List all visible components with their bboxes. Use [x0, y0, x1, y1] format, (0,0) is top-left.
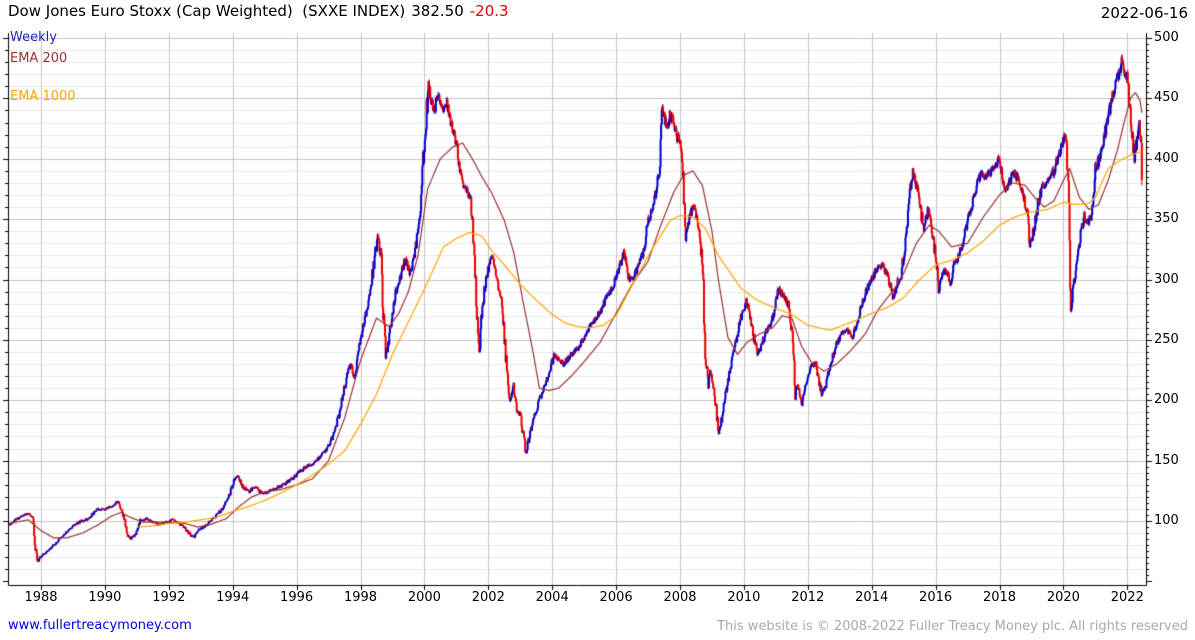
x-axis-label: 2018 — [982, 590, 1017, 605]
x-axis-label: 2004 — [535, 590, 569, 605]
legend-item-ema1000: EMA 1000 — [10, 89, 76, 104]
x-axis-label: 1988 — [24, 590, 58, 605]
x-axis-label: 2014 — [855, 590, 889, 605]
copyright-text: This website is © 2008-2022 Fuller Treac… — [717, 619, 1188, 634]
x-axis-label: 1990 — [88, 590, 122, 605]
y-axis-label: 300 — [1154, 271, 1179, 287]
x-axis-label: 2010 — [727, 590, 761, 605]
x-axis-label: 2020 — [1046, 590, 1080, 605]
y-axis-label: 250 — [1154, 331, 1179, 347]
x-axis-label: 1998 — [343, 590, 378, 605]
x-axis-label: 1992 — [152, 590, 186, 605]
x-axis-label: 2000 — [407, 590, 441, 605]
y-axis-label: 150 — [1154, 452, 1179, 468]
x-axis-label: 1994 — [216, 590, 250, 605]
x-axis-label: 2006 — [599, 590, 633, 605]
x-axis-label: 2008 — [663, 590, 697, 605]
legend-item-ema200: EMA 200 — [10, 51, 68, 66]
y-axis-label: 100 — [1154, 513, 1179, 528]
x-axis-label: 2002 — [471, 590, 505, 605]
y-axis-label: 450 — [1154, 90, 1179, 106]
legend-item-weekly: Weekly — [10, 30, 57, 45]
x-axis-label: 1996 — [280, 590, 314, 605]
last-price: 382.50 — [411, 2, 464, 20]
y-axis-label: 200 — [1154, 392, 1179, 408]
y-axis-label: 350 — [1154, 211, 1179, 227]
y-axis-label: 400 — [1154, 150, 1179, 166]
x-axis-label: 2022 — [1110, 590, 1144, 605]
x-axis-label: 2016 — [919, 590, 953, 605]
price-change: -20.3 — [469, 2, 509, 20]
website-link[interactable]: www.fullertreacymoney.com — [8, 618, 192, 633]
chart-title: Dow Jones Euro Stoxx (Cap Weighted) (SXX… — [8, 2, 406, 20]
x-axis-label: 2012 — [791, 590, 825, 605]
y-axis-label: 500 — [1154, 30, 1179, 45]
chart-date: 2022-06-16 — [1100, 4, 1188, 22]
header: Dow Jones Euro Stoxx (Cap Weighted) (SXX… — [8, 2, 509, 26]
